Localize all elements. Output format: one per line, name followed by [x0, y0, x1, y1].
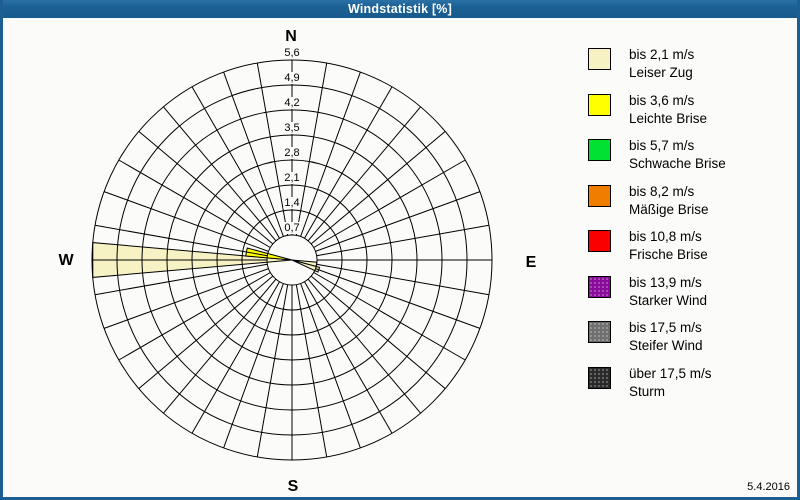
legend-item: bis 17,5 m/s Steifer Wind: [588, 319, 726, 365]
compass-label-east: E: [525, 254, 537, 271]
legend-class-name: Steifer Wind: [629, 338, 703, 353]
legend-class-name: Starker Wind: [629, 292, 708, 308]
grid-radial-line: [315, 191, 481, 252]
grid-radial-line: [316, 263, 490, 296]
radial-tick-label: 5,6: [283, 47, 301, 59]
grid-radial-line: [307, 106, 421, 242]
legend-color-swatch: [588, 184, 611, 207]
window-titlebar: Windstatistik [%]: [3, 0, 797, 18]
radial-tick-label: 1,4: [283, 197, 301, 209]
grid-radial-line: [138, 131, 274, 245]
grid-radial-line: [256, 284, 289, 458]
date-label: 5.4.2016: [747, 481, 790, 493]
grid-radial-line: [295, 62, 328, 236]
compass-label-west: W: [58, 252, 74, 269]
grid-radial-line: [191, 281, 280, 434]
grid-radial-line: [304, 281, 393, 434]
grid-radial-line: [118, 272, 271, 361]
legend-speed-label: bis 17,5 m/s: [629, 320, 702, 335]
wind-rose-chart: [91, 59, 493, 461]
legend-color-swatch: [588, 48, 611, 70]
grid-radial-line: [307, 278, 421, 414]
legend-class-name: Leichte Brise: [629, 110, 708, 126]
legend-speed-label: bis 3,6 m/s: [629, 92, 695, 108]
legend-color-swatch: [588, 93, 611, 116]
compass-label-south: S: [287, 478, 299, 495]
legend-item: bis 5,7 m/s Schwache Brise: [588, 137, 726, 183]
legend-speed-label: bis 2,1 m/s: [629, 47, 695, 62]
legend-color-swatch: [588, 139, 611, 161]
radial-tick-label: 3,5: [283, 122, 301, 134]
grid-radial-line: [310, 275, 446, 389]
radial-tick-label: 4,2: [283, 97, 301, 109]
grid-radial-line: [163, 278, 277, 414]
grid-radial-line: [300, 283, 361, 449]
legend-item: bis 2,1 m/s Leiser Zug: [588, 46, 726, 92]
legend-class-name: Schwache Brise: [629, 156, 726, 171]
legend-class-name: Leiser Zug: [629, 65, 693, 80]
grid-radial-line: [163, 106, 277, 242]
grid-radial-line: [313, 272, 466, 361]
legend-class-name: Mäßige Brise: [629, 201, 709, 217]
grid-radial-line: [223, 283, 284, 449]
radial-tick-label: 2,8: [283, 147, 301, 159]
grid-radial-line: [300, 71, 361, 237]
grid-radial-line: [223, 71, 284, 237]
grid-radial-line: [94, 224, 268, 257]
legend: bis 2,1 m/s Leiser Zug bis 3,6 m/s Leichte …: [588, 46, 726, 410]
radial-tick-label: 0,7: [283, 222, 301, 234]
grid-radial-line: [295, 284, 328, 458]
grid-radial-line: [256, 62, 289, 236]
legend-speed-label: bis 8,2 m/s: [629, 183, 695, 199]
window-title: Windstatistik [%]: [348, 2, 452, 16]
legend-color-swatch: [588, 321, 611, 343]
legend-color-swatch: [588, 275, 611, 298]
legend-item: bis 3,6 m/s Leichte Brise: [588, 92, 726, 138]
grid-radial-line: [304, 86, 393, 239]
grid-radial-line: [315, 268, 481, 329]
grid-radial-line: [103, 268, 269, 329]
legend-class-name: Sturm: [629, 383, 666, 399]
legend-item: bis 13,9 m/s Starker Wind: [588, 274, 726, 320]
legend-color-swatch: [588, 366, 611, 389]
legend-speed-label: bis 13,9 m/s: [629, 274, 702, 290]
grid-radial-line: [103, 191, 269, 252]
radial-tick-label: 4,9: [283, 72, 301, 84]
grid-radial-line: [316, 224, 490, 257]
radial-tick-label: 2,1: [283, 172, 301, 184]
grid-radial-line: [118, 159, 271, 248]
grid-radial-line: [191, 86, 280, 239]
grid-radial-line: [94, 263, 268, 296]
grid-radial-line: [310, 131, 446, 245]
legend-item: bis 10,8 m/s Frische Brise: [588, 228, 726, 274]
grid-radial-line: [138, 275, 274, 389]
legend-class-name: Frische Brise: [629, 247, 708, 262]
chart-area: N E S W 0,7 1,4 2,1 2,8 3,5 4,2 4,9 5,6 bis 2,1…: [3, 18, 797, 497]
grid-radial-line: [313, 159, 466, 248]
legend-speed-label: bis 10,8 m/s: [629, 229, 702, 244]
legend-item: bis 8,2 m/s Mäßige Brise: [588, 183, 726, 229]
compass-label-north: N: [285, 28, 297, 45]
legend-item: über 17,5 m/s Sturm: [588, 365, 726, 411]
legend-color-swatch: [588, 230, 611, 252]
legend-speed-label: über 17,5 m/s: [629, 365, 712, 381]
legend-speed-label: bis 5,7 m/s: [629, 138, 695, 153]
